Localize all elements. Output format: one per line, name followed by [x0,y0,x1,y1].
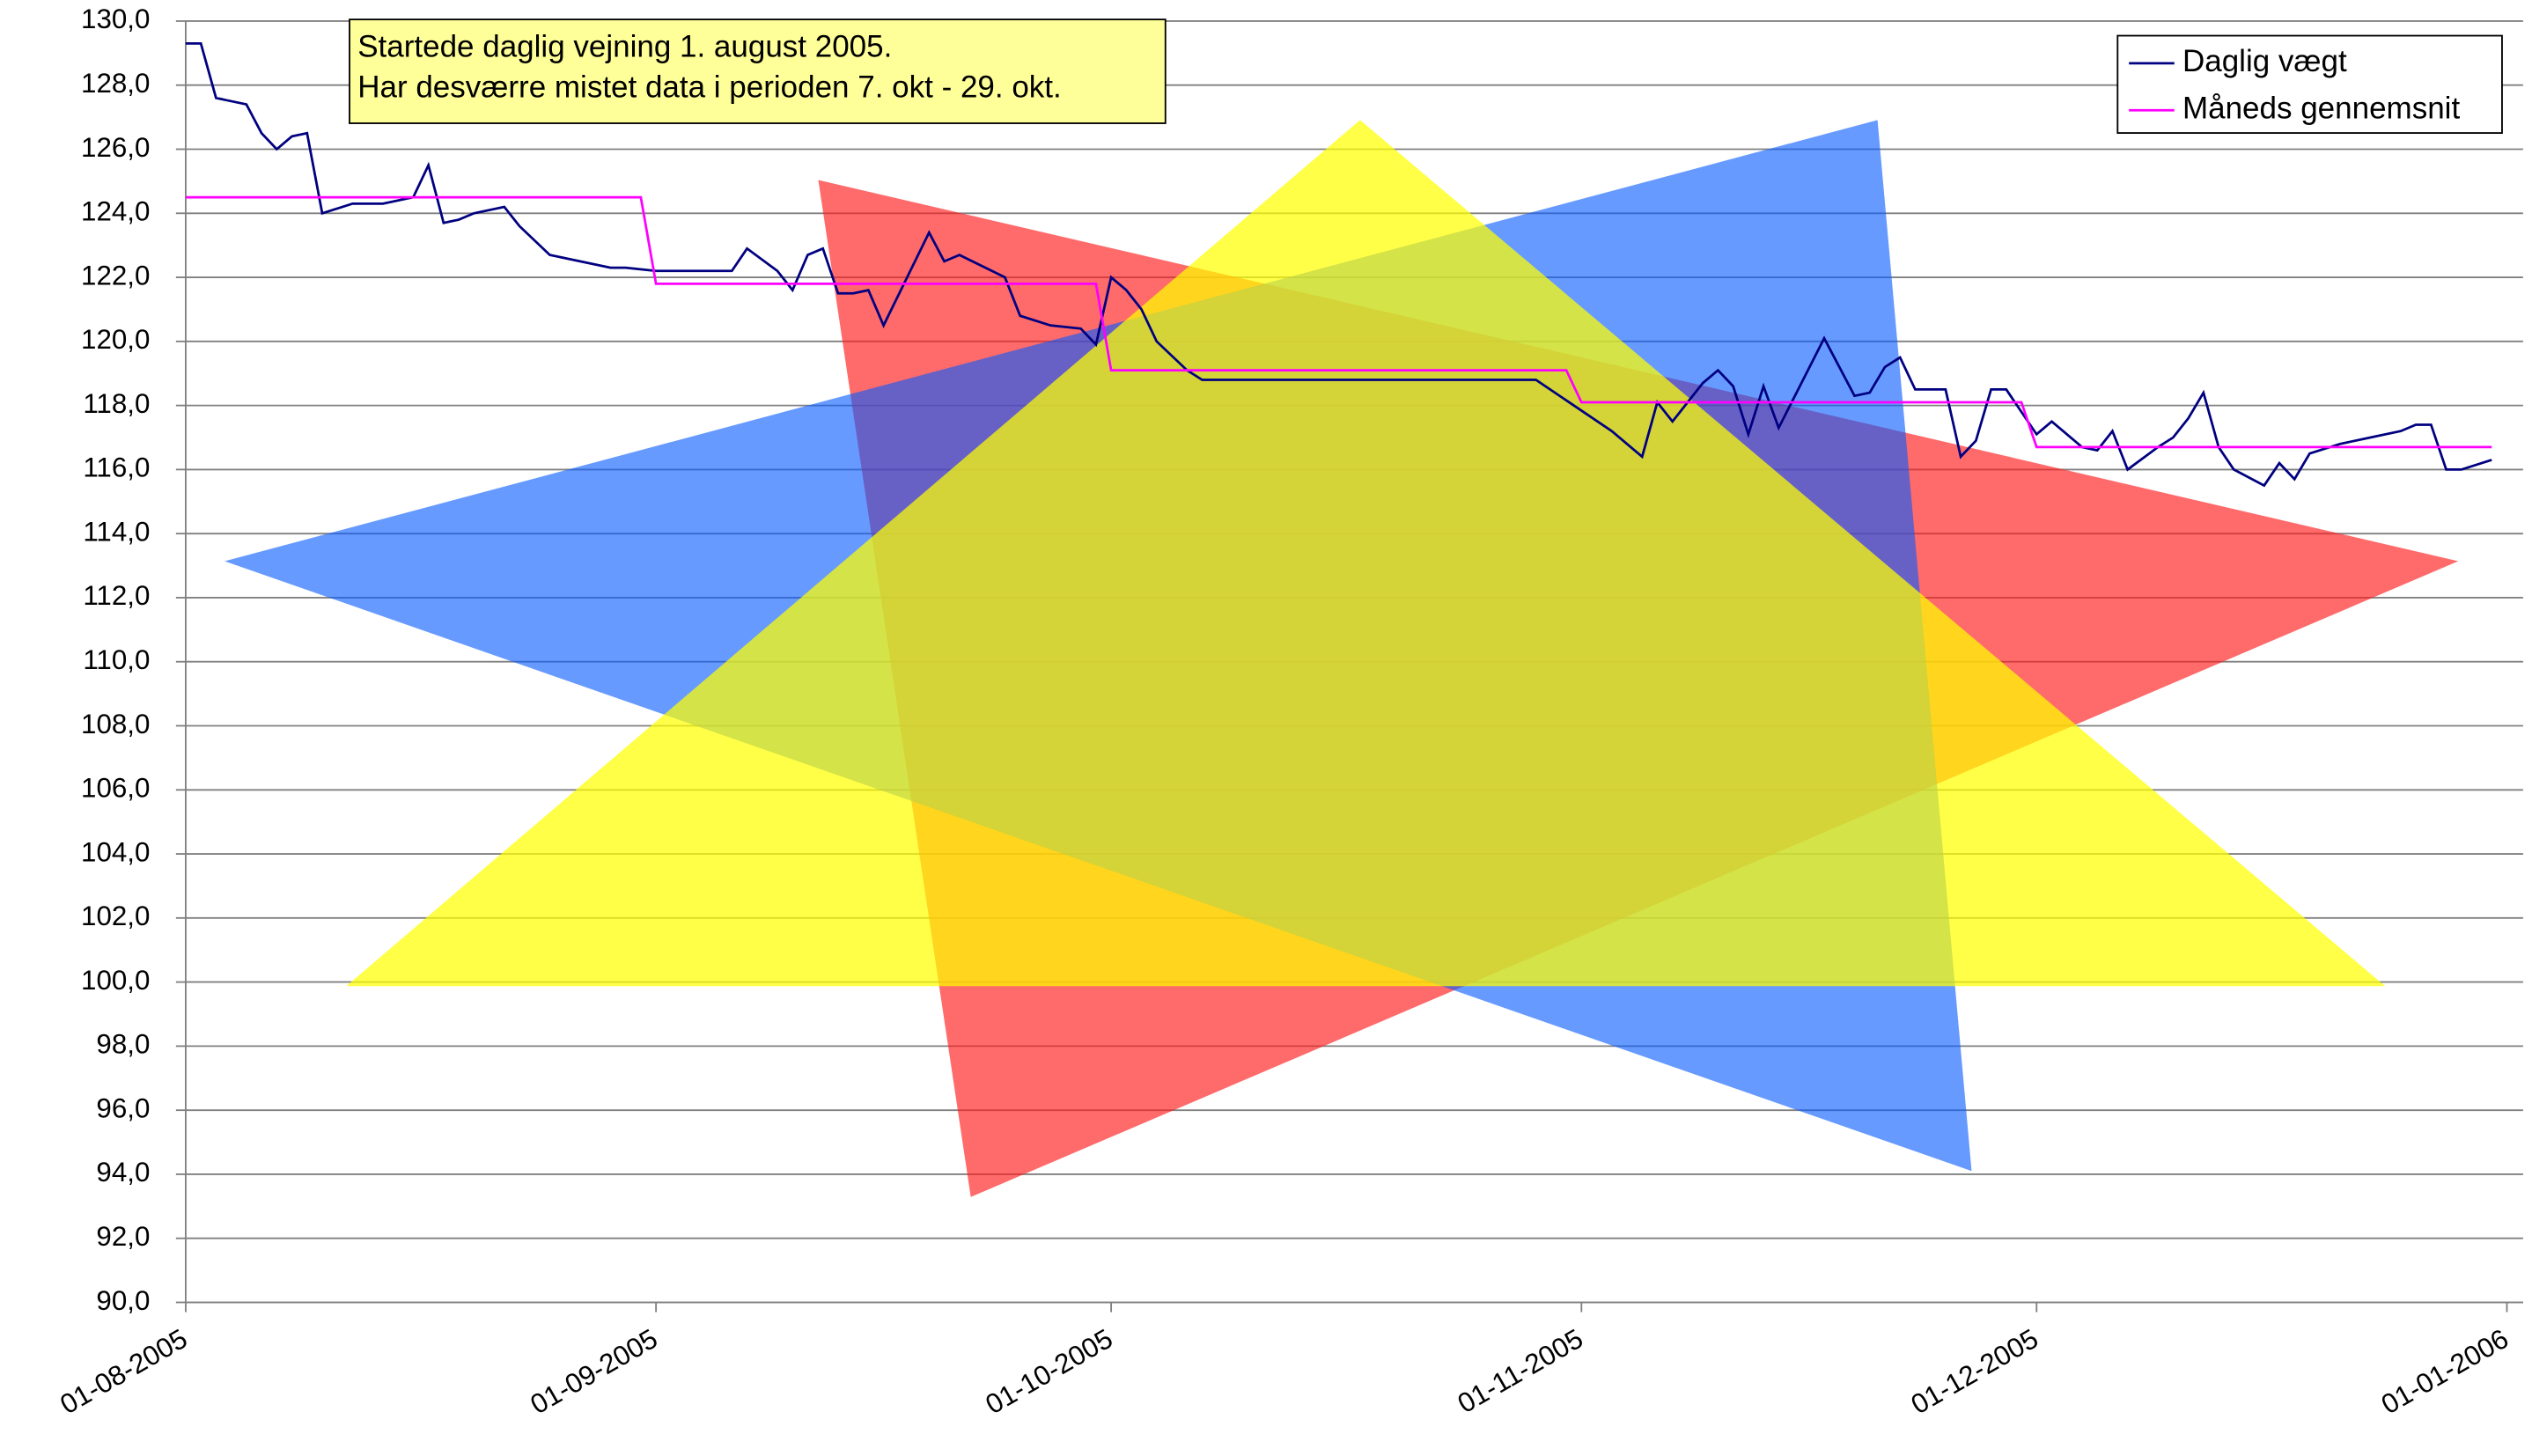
y-tick-label: 122,0 [81,260,150,290]
y-tick-label: 120,0 [81,324,150,355]
decoration [224,120,2458,1196]
y-tick-label: 90,0 [96,1285,150,1316]
y-tick-label: 118,0 [83,388,150,419]
y-tick-label: 98,0 [96,1029,150,1060]
y-tick-label: 106,0 [81,773,150,804]
y-tick-label: 100,0 [81,965,150,996]
y-tick-label: 128,0 [81,68,150,99]
annotation: Startede daglig vejning 1. august 2005. … [350,19,1166,123]
x-tick-label: 01-09-2005 [526,1323,663,1420]
y-tick-label: 126,0 [81,132,150,163]
legend-label: Måneds gennemsnit [2182,92,2460,126]
legend-label: Daglig vægt [2182,44,2347,78]
y-tick-label: 114,0 [83,516,150,547]
y-tick-label: 94,0 [96,1157,150,1188]
y-tick-label: 92,0 [96,1221,150,1252]
x-tick-label: 01-08-2005 [55,1323,192,1420]
y-tick-label: 130,0 [81,4,150,34]
annotation-text: Startede daglig vejning 1. august 2005. [357,30,892,64]
x-tick-label: 01-10-2005 [981,1323,1118,1420]
y-tick-label: 110,0 [83,644,150,675]
y-tick-label: 96,0 [96,1092,150,1123]
chart: 90,0 92,0 94,0 96,0 98,0 100,0 102,0 104,0 106,0… [0,0,2532,1452]
x-tick-label: 01-11-2005 [1453,1323,1588,1419]
legend: Daglig vægt Måneds gennemsnit [2117,36,2502,134]
x-tick-label: 01-12-2005 [1906,1323,2043,1420]
y-tick-label: 108,0 [81,709,150,739]
y-tick-label: 124,0 [81,196,150,227]
y-tick-label: 102,0 [81,901,150,931]
y-tick-label: 112,0 [83,580,150,611]
y-tick-label: 104,0 [81,836,150,867]
annotation-text: Har desværre mistet data i perioden 7. o… [357,70,1062,105]
y-tick-label: 116,0 [83,452,150,483]
x-tick-label: 01-01-2006 [2376,1323,2514,1420]
